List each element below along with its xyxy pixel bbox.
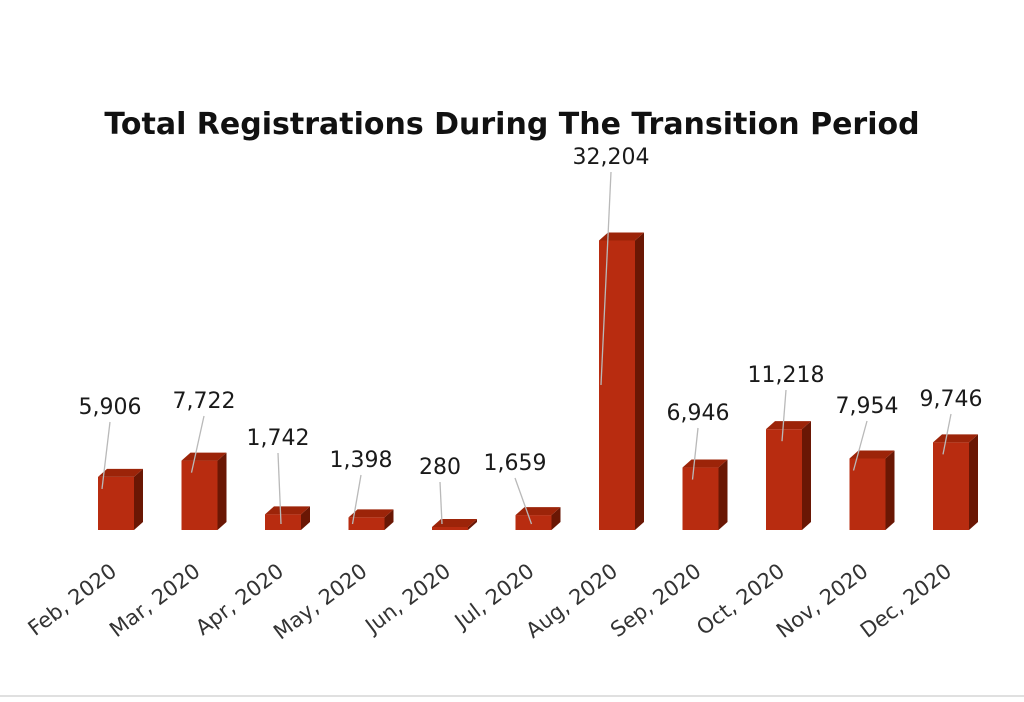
x-tick-label: Aug, 2020 — [521, 559, 622, 643]
bar-top — [432, 519, 477, 527]
leader-line — [277, 452, 282, 525]
bar-front — [599, 240, 635, 531]
leader-line — [351, 474, 362, 525]
bar-side — [969, 434, 978, 530]
leader-line — [942, 413, 952, 455]
bar-front — [933, 442, 969, 530]
bar-side — [718, 459, 728, 530]
bar-top — [265, 506, 310, 515]
bar-side — [635, 232, 644, 531]
bar-front — [766, 429, 802, 530]
bar — [933, 434, 978, 530]
bar-top — [849, 450, 895, 459]
bar — [432, 519, 477, 530]
bar — [98, 468, 143, 530]
data-label: 7,722 — [173, 389, 236, 414]
bar-front — [682, 467, 719, 530]
bar — [348, 509, 394, 530]
leader-line — [514, 477, 533, 525]
bar-front — [849, 458, 886, 530]
data-label: 6,946 — [667, 401, 730, 426]
data-label: 280 — [419, 455, 461, 480]
bar-top — [348, 509, 394, 518]
leader-line — [600, 171, 612, 386]
bar-top — [599, 232, 644, 241]
bar — [849, 450, 895, 530]
bar-top — [98, 468, 143, 477]
leader-line — [439, 481, 443, 525]
leader-lines-layer — [101, 171, 952, 525]
data-label: 1,659 — [484, 451, 547, 476]
bar-front — [432, 527, 468, 530]
bar-side — [468, 519, 477, 530]
data-label: 11,218 — [748, 363, 825, 388]
bar-front — [348, 517, 385, 530]
bar-top — [181, 452, 227, 461]
leader-line — [852, 420, 868, 471]
x-tick-label: May, 2020 — [269, 559, 371, 644]
bar — [265, 506, 310, 530]
data-label: 5,906 — [79, 395, 142, 420]
x-tick-label: Jun, 2020 — [359, 559, 455, 639]
bar-side — [885, 450, 895, 530]
bar-side — [551, 507, 561, 530]
x-tick-label: Mar, 2020 — [105, 559, 204, 642]
leader-line — [101, 421, 111, 489]
bar — [181, 452, 227, 530]
data-labels-layer: 5,906 7,722 1,742 1,398 280 1,659 32,204 6,946 1… — [79, 145, 983, 480]
bar-front — [515, 515, 552, 530]
data-label: 1,398 — [330, 448, 393, 473]
chart-title: Total Registrations During The Transitio… — [104, 107, 919, 142]
x-tick-label: Sep, 2020 — [606, 559, 705, 642]
bar-front — [98, 476, 134, 530]
x-tick-label: Feb, 2020 — [24, 559, 121, 641]
bar — [682, 459, 728, 530]
leader-line — [190, 415, 205, 473]
bar-top — [766, 421, 811, 430]
leader-line — [691, 427, 699, 480]
bar-side — [384, 509, 394, 530]
bars-layer — [98, 232, 978, 531]
bar-front — [181, 460, 218, 530]
data-label: 1,742 — [247, 426, 310, 451]
bar-side — [134, 468, 143, 530]
data-label: 32,204 — [573, 145, 650, 170]
bar-side — [802, 421, 811, 530]
bar — [515, 507, 561, 530]
leader-line — [781, 389, 787, 442]
x-tick-label: Nov, 2020 — [772, 559, 873, 643]
x-tick-label: Dec, 2020 — [856, 559, 956, 643]
bar-side — [301, 506, 310, 530]
bar-front — [265, 514, 301, 530]
data-label: 9,746 — [920, 387, 983, 412]
bar-top — [933, 434, 978, 443]
data-label: 7,954 — [836, 394, 899, 419]
bar — [766, 421, 811, 530]
bar-side — [217, 452, 227, 530]
